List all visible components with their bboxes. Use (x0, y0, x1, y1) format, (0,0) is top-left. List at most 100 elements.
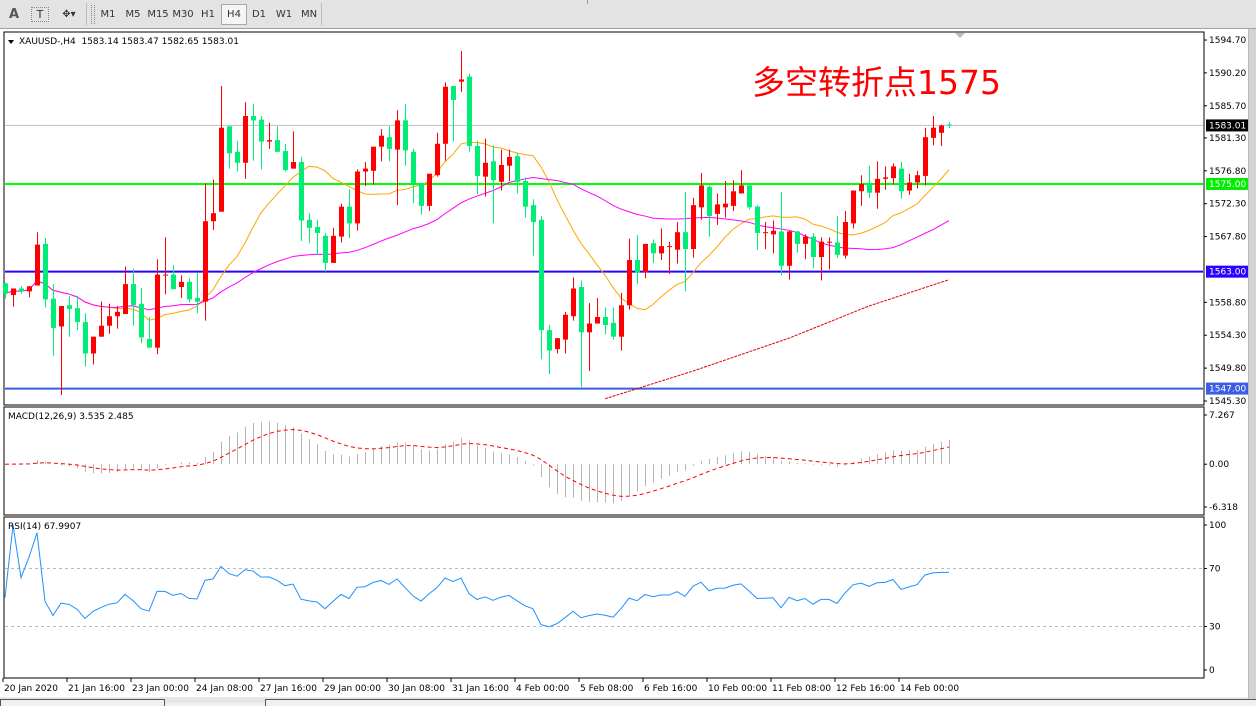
candle-body (635, 259, 640, 273)
chart-header: XAUUSD-,H4 1583.14 1583.47 1582.65 1583.… (19, 37, 239, 47)
candle (875, 161, 880, 209)
candle (355, 169, 360, 231)
candle (563, 311, 568, 354)
timeframe-m30-button[interactable]: M30 (172, 9, 194, 20)
candle-body (147, 338, 152, 348)
candle (315, 219, 320, 255)
time-tick-label: 5 Feb 08:00 (580, 684, 634, 694)
candle-body (603, 316, 608, 325)
candle (547, 325, 552, 374)
candle-body (459, 79, 464, 82)
candle (435, 132, 440, 177)
candle-body (883, 177, 888, 179)
candle-body (867, 183, 872, 193)
timeframe-mn-button[interactable]: MN (300, 9, 318, 20)
candle-body (939, 125, 944, 133)
price-pane-frame (3, 31, 1205, 406)
candle-body (51, 298, 56, 328)
candle (659, 228, 664, 260)
timeframe-h1-button[interactable]: H1 (201, 9, 215, 20)
candle-body (627, 259, 632, 306)
candle (379, 129, 384, 162)
candle (307, 213, 312, 244)
candle-body (931, 127, 936, 138)
rsi-tick-label: 30 (1209, 623, 1221, 633)
candle-body (107, 316, 112, 326)
rsi-pane-frame (3, 516, 1205, 679)
collapse-triangle-icon[interactable] (8, 40, 14, 44)
candle (3, 282, 8, 299)
candle-body (595, 316, 600, 324)
arrows-tool-icon[interactable]: ✥▾ (62, 9, 76, 20)
text-label-tool-icon[interactable]: T (31, 7, 49, 22)
candle (923, 127, 928, 186)
candle (483, 138, 488, 197)
candle-body (99, 325, 104, 337)
toolbar-grip[interactable] (91, 5, 95, 24)
macd-tick-label: -6.318 (1209, 503, 1238, 513)
time-tick-label: 29 Jan 00:00 (324, 684, 381, 694)
candle-body (499, 164, 504, 182)
timeframe-m5-button[interactable]: M5 (125, 9, 141, 20)
text-tool-icon[interactable]: A (8, 7, 20, 22)
price-tick-label: 1554.30 (1209, 331, 1246, 341)
candle (11, 288, 16, 307)
candle (555, 338, 560, 354)
toolbar: A T ✥▾ M1 M5 M15 M30 H1 H4 D1 W1 MN (0, 0, 1256, 29)
candle (339, 203, 344, 243)
timeframe-w1-button[interactable]: W1 (275, 9, 293, 20)
candle (27, 286, 32, 298)
timeframe-m15-button[interactable]: M15 (147, 9, 169, 20)
chart-shift-marker-icon[interactable] (955, 33, 965, 38)
candle (195, 273, 200, 314)
candle (883, 166, 888, 190)
candle (291, 131, 296, 169)
candle-body (755, 206, 760, 233)
candle (147, 316, 152, 348)
candle (627, 238, 632, 310)
candle-body (579, 287, 584, 333)
price-tick-label: 1558.80 (1209, 298, 1246, 308)
scrollbar[interactable] (1248, 29, 1256, 703)
candle (579, 280, 584, 388)
candle (395, 110, 400, 206)
candle-body (531, 205, 536, 222)
candle-body (379, 135, 384, 147)
candle-body (139, 303, 144, 338)
candle-body (259, 119, 264, 142)
candle (59, 306, 64, 396)
candle (283, 143, 288, 172)
candle-body (555, 338, 560, 350)
candle-body (803, 236, 808, 244)
ma-mid-line (4, 176, 950, 311)
candle-body (59, 306, 64, 327)
candle-body (467, 76, 472, 146)
price-badge (1206, 265, 1248, 278)
candle (235, 140, 240, 172)
time-tick-label: 30 Jan 08:00 (388, 684, 445, 694)
candle (203, 183, 208, 321)
candle-body (75, 308, 80, 323)
timeframe-m1-button[interactable]: M1 (100, 9, 116, 20)
candle (171, 265, 176, 290)
candle (411, 148, 416, 203)
candle-body (187, 281, 192, 300)
timeframe-d1-button[interactable]: D1 (251, 9, 267, 20)
candle-body (3, 283, 8, 294)
rsi-tick-label: 0 (1209, 666, 1215, 676)
candle-body (587, 323, 592, 333)
candle (947, 122, 952, 129)
candle (699, 173, 704, 220)
candle-body (67, 305, 72, 309)
candle-body (707, 186, 712, 217)
timeframe-h4-button[interactable]: H4 (221, 4, 247, 25)
macd-tick-label: 7.267 (1209, 411, 1235, 421)
chart-window[interactable] (0, 29, 1248, 697)
candle-body (787, 231, 792, 266)
time-tick-label: 21 Jan 16:00 (68, 684, 125, 694)
price-badge-label: 1563.00 (1209, 268, 1246, 278)
candle (755, 205, 760, 250)
toolbar-separator (86, 3, 87, 25)
candle-body (347, 206, 352, 224)
